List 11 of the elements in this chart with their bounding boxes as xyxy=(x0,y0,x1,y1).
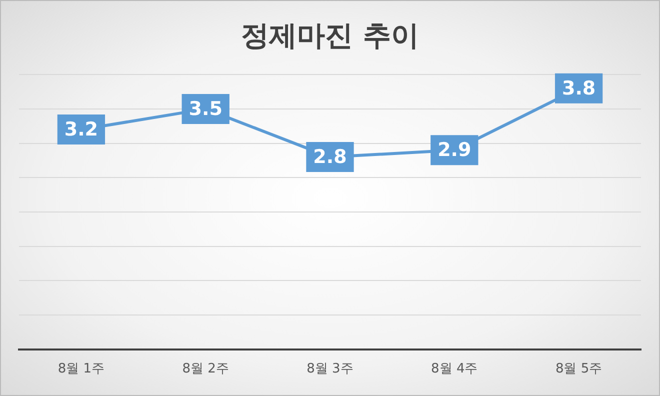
x-tick-label: 8월 5주 xyxy=(555,362,602,377)
data-label: 3.8 xyxy=(562,77,596,100)
data-label: 2.9 xyxy=(438,139,472,162)
chart-title: 정제마진 추이 xyxy=(241,19,419,52)
x-tick-label: 8월 3주 xyxy=(306,362,354,377)
data-label: 3.2 xyxy=(64,118,98,140)
x-tick-label: 8월 2주 xyxy=(182,362,229,377)
x-tick-label: 8월 4주 xyxy=(431,362,478,377)
data-label: 3.5 xyxy=(188,98,222,120)
data-label: 2.8 xyxy=(313,146,347,168)
x-tick-label: 8월 1주 xyxy=(58,362,105,377)
